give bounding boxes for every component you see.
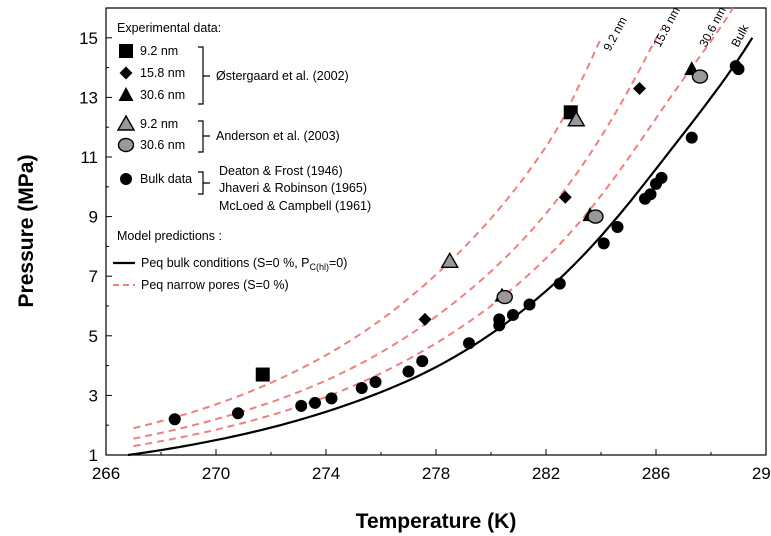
y-tick-label: 7 [89, 267, 98, 286]
model-narrow-pores-line [133, 7, 734, 448]
legend-bulk-source: Jhaveri & Robinson (1965) [219, 181, 367, 195]
model-narrow-pores-line [133, 37, 602, 430]
legend-model-narrow-label: Peq narrow pores (S=0 %) [141, 278, 289, 292]
data-point-circle [493, 313, 506, 326]
data-point-circle [309, 396, 321, 409]
data-point-circle [325, 392, 338, 405]
data-point-circle [611, 221, 624, 234]
y-tick-label: 1 [89, 446, 98, 465]
x-tick-label: 274 [312, 464, 340, 483]
data-point-circle [295, 399, 308, 412]
x-tick-label: 282 [532, 464, 560, 483]
data-point-gray-circle [691, 69, 709, 84]
data-point-diamond [558, 190, 572, 204]
legend-heading-experimental: Experimental data: [117, 21, 221, 35]
data-point-circle [120, 173, 132, 185]
data-point-square [255, 367, 270, 382]
data-point-circle [553, 277, 566, 290]
legend-bracket [198, 46, 210, 105]
x-tick-label: 266 [92, 464, 120, 483]
y-tick-label: 15 [79, 29, 98, 48]
legend-bulk-source: Deaton & Frost (1946) [219, 164, 343, 178]
data-point-circle [416, 355, 429, 368]
data-point-gray-circle [117, 137, 135, 153]
data-point-circle [232, 407, 244, 420]
data-point-diamond [418, 312, 432, 326]
y-tick-label: 9 [89, 208, 98, 227]
data-point-diamond [119, 66, 133, 80]
data-point-circle [463, 337, 475, 350]
legend-bracket [198, 171, 210, 195]
y-axis-title: Pressure (MPa) [15, 155, 38, 308]
data-point-circle [369, 375, 382, 388]
data-point-gray-circle [587, 209, 604, 224]
legend-ostergaard-entry: 30.6 nm [140, 88, 185, 102]
legend-ostergaard-entry: 9.2 nm [140, 44, 178, 58]
x-tick-label: 290 [752, 464, 771, 483]
data-point-circle [597, 237, 610, 250]
legend-bulk-source: McLoed & Campbell (1961) [219, 199, 371, 213]
x-axis-title: Temperature (K) [356, 510, 517, 533]
model-bulk-line [127, 37, 754, 457]
x-tick-label: 270 [202, 464, 230, 483]
y-tick-label: 3 [89, 386, 98, 405]
data-point-circle [685, 131, 698, 144]
legend-heading-model: Model predictions : [117, 229, 222, 243]
data-point-circle [644, 188, 657, 201]
y-tick-label: 13 [79, 88, 98, 107]
model-narrow-pores-line [133, 28, 663, 440]
data-point-circle [355, 381, 368, 394]
data-point-circle [523, 298, 536, 311]
legend-anderson-entry: 9.2 nm [140, 117, 178, 131]
data-point-triangle [118, 87, 134, 101]
legend-anderson-source: Anderson et al. (2003) [216, 129, 340, 143]
data-point-circle [655, 171, 668, 184]
data-point-circle [732, 63, 745, 76]
legend-model-bulk-label: Peq bulk conditions (S=0 %, PC(hl)=0) [141, 256, 347, 272]
legend-ostergaard-source: Østergaard et al. (2002) [216, 69, 349, 83]
x-tick-label: 278 [422, 464, 450, 483]
data-point-circle [507, 308, 519, 321]
x-tick-label: 286 [642, 464, 670, 483]
data-point-circle [402, 365, 415, 378]
data-point-gray-triangle [440, 251, 459, 268]
data-point-gray-circle [496, 289, 513, 305]
y-tick-label: 5 [89, 327, 98, 346]
data-point-diamond [633, 81, 646, 95]
legend-ostergaard-entry: 15.8 nm [140, 66, 185, 80]
data-point-circle [168, 413, 181, 426]
data-point-gray-triangle [567, 110, 586, 127]
legend-bracket [198, 120, 210, 153]
legend-anderson-entry: 30.6 nm [140, 138, 185, 152]
data-point-gray-triangle [116, 114, 136, 131]
y-tick-label: 11 [80, 148, 98, 167]
data-point-square [119, 44, 133, 58]
legend-bulk-entry: Bulk data [140, 172, 192, 186]
